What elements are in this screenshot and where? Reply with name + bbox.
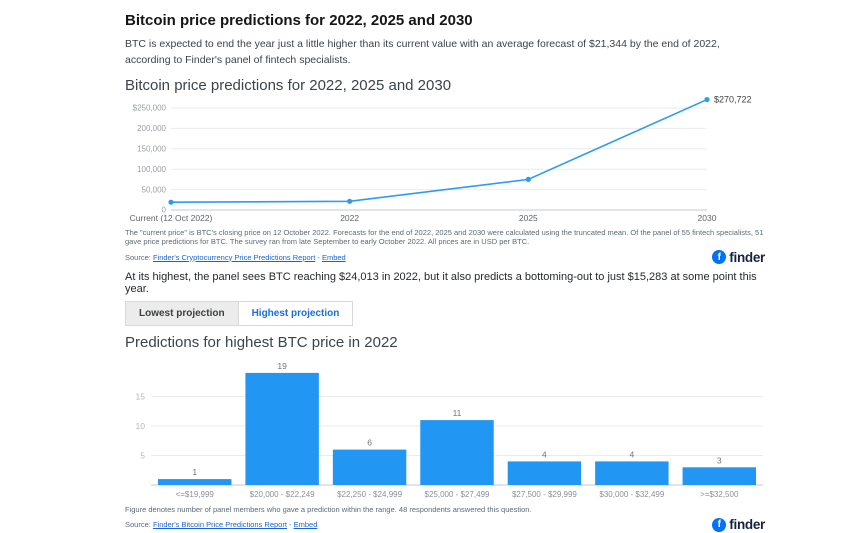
- source-separator: -: [286, 520, 294, 530]
- source-separator: -: [315, 252, 322, 262]
- finder-logo-icon: f: [712, 250, 727, 264]
- source-prefix: Source:: [125, 520, 151, 530]
- intro-text: BTC is expected to end the year just a l…: [125, 38, 720, 66]
- source-report-link[interactable]: Finder's Bitcoin Price Predictions Repor…: [152, 520, 287, 530]
- tab-lowest-projection[interactable]: Lowest projection: [125, 301, 239, 326]
- svg-text:Current (12 Oct 2022): Current (12 Oct 2022): [130, 213, 213, 223]
- tab-highest-projection[interactable]: Highest projection: [237, 301, 354, 326]
- bar-chart-footnote: Figure denotes number of panel members w…: [125, 505, 532, 514]
- svg-text:19: 19: [277, 361, 287, 371]
- bar-chart-title: Predictions for highest BTC price in 202…: [125, 334, 398, 351]
- svg-text:$270,722: $270,722: [714, 96, 752, 105]
- line-chart-title: Bitcoin price predictions for 2022, 2025…: [125, 76, 452, 94]
- svg-text:$20,000 - $22,249: $20,000 - $22,249: [250, 490, 315, 499]
- svg-text:10: 10: [136, 421, 146, 431]
- page-title: Bitcoin price predictions for 2022, 2025…: [125, 12, 473, 29]
- svg-text:0: 0: [162, 205, 167, 214]
- svg-text:2030: 2030: [698, 213, 717, 223]
- highlight-text: At its highest, the panel sees BTC reach…: [125, 271, 757, 295]
- svg-text:$22,250 - $24,999: $22,250 - $24,999: [337, 490, 402, 499]
- source-report-link[interactable]: Finder's Cryptocurrency Price Prediction…: [152, 252, 316, 262]
- bar-chart-widget: Predictions for highest BTC price in 202…: [125, 334, 765, 533]
- svg-text:6: 6: [367, 438, 372, 448]
- svg-text:150,000: 150,000: [137, 144, 166, 153]
- projection-tabs: Lowest projection Highest projection: [125, 301, 765, 326]
- svg-text:4: 4: [542, 449, 547, 459]
- bar-chart-source-row: Source: Finder's Bitcoin Price Predictio…: [125, 517, 765, 533]
- svg-text:11: 11: [453, 408, 462, 418]
- finder-logo-icon: f: [712, 517, 727, 532]
- svg-text:2025: 2025: [519, 213, 538, 223]
- svg-text:4: 4: [629, 449, 634, 459]
- source-prefix: Source:: [125, 252, 151, 262]
- line-chart-widget: Bitcoin price predictions for 2022, 2025…: [125, 77, 765, 266]
- bar-chart-source: Source: Finder's Bitcoin Price Predictio…: [125, 520, 317, 529]
- line-chart-footnote: The "current price" is BTC's closing pri…: [125, 227, 764, 247]
- svg-text:5: 5: [140, 451, 145, 461]
- line-chart: 0 50,000 100,000 150,000 200,000 $250,000 Curr…: [130, 96, 752, 223]
- svg-text:15: 15: [136, 392, 146, 402]
- finder-logo-text: finder: [729, 517, 765, 533]
- bar-chart: 5 10 15 1 <=$19,999 19 $20,000 - $22,249 6 $22,2…: [136, 361, 763, 499]
- svg-text:<=$19,999: <=$19,999: [176, 490, 215, 499]
- svg-text:$30,000 - $32,499: $30,000 - $32,499: [599, 490, 664, 499]
- svg-text:200,000: 200,000: [137, 124, 166, 133]
- line-chart-source: Source: Finder's Cryptocurrency Price Pr…: [125, 253, 346, 262]
- finder-logo-text: finder: [729, 249, 765, 265]
- svg-text:$25,000 - $27,499: $25,000 - $27,499: [425, 490, 490, 499]
- svg-text:3: 3: [717, 455, 722, 465]
- svg-text:$250,000: $250,000: [133, 103, 167, 112]
- embed-link[interactable]: Embed: [293, 520, 318, 530]
- svg-text:$27,500 - $29,999: $27,500 - $29,999: [512, 490, 577, 499]
- embed-link[interactable]: Embed: [321, 252, 346, 262]
- svg-text:50,000: 50,000: [142, 185, 167, 194]
- svg-text:>=$32,500: >=$32,500: [700, 490, 739, 499]
- svg-text:100,000: 100,000: [137, 164, 166, 173]
- svg-text:1: 1: [192, 467, 197, 477]
- finder-logo: f finder: [712, 517, 765, 532]
- line-chart-source-row: Source: Finder's Cryptocurrency Price Pr…: [125, 249, 765, 265]
- svg-text:2022: 2022: [340, 213, 359, 223]
- finder-logo: f finder: [712, 250, 765, 265]
